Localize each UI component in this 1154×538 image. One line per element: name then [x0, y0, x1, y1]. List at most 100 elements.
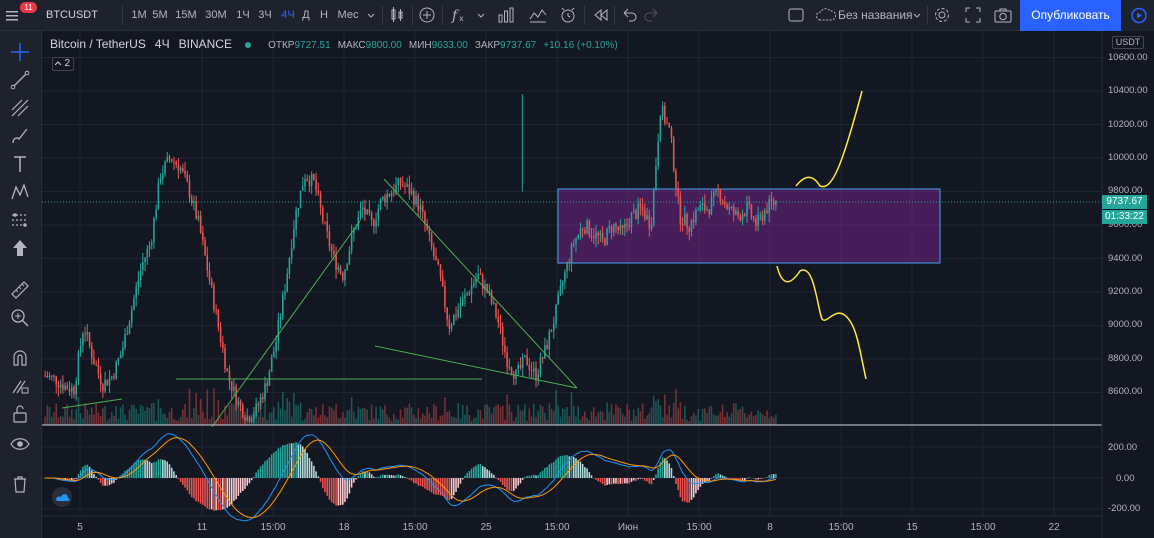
volume-bar	[632, 409, 635, 425]
interval-1d[interactable]: Д	[302, 9, 310, 21]
candles-style-icon[interactable]	[387, 5, 407, 25]
crosshair-icon[interactable]	[9, 41, 31, 63]
candle-body	[361, 207, 364, 210]
symbol-search[interactable]: BTCUSDT	[46, 9, 98, 21]
lock-drawings-icon[interactable]	[9, 375, 31, 397]
gear-icon[interactable]	[932, 5, 952, 25]
undo-icon[interactable]	[619, 5, 639, 25]
candle-body	[106, 379, 109, 386]
layout-dropdown-icon[interactable]	[912, 0, 922, 31]
macd-histogram-bar	[710, 478, 713, 479]
redo-icon[interactable]	[642, 5, 662, 25]
candle-body	[706, 209, 708, 211]
candle-body	[282, 294, 284, 317]
macd-histogram-bar	[473, 467, 475, 478]
pattern-icon[interactable]	[9, 181, 31, 203]
volume-bar	[119, 407, 122, 425]
macd-histogram-bar	[719, 474, 722, 478]
interval-dropdown-icon[interactable]	[366, 0, 376, 31]
interval-1mo[interactable]: Мес	[337, 9, 359, 21]
currency-label[interactable]: USDT	[1112, 36, 1144, 49]
zoom-icon[interactable]	[9, 307, 31, 329]
volume-bar	[548, 403, 551, 425]
volume-bar	[355, 418, 357, 425]
fullscreen-icon[interactable]	[963, 5, 983, 25]
volume-bar	[486, 404, 488, 425]
macd-histogram-bar	[204, 478, 206, 507]
interval-30m[interactable]: 30М	[205, 9, 227, 21]
macd-histogram-bar	[424, 478, 426, 489]
volume-bar	[64, 407, 66, 425]
price-chart[interactable]	[42, 31, 1154, 538]
macd-histogram-bar	[250, 478, 253, 481]
macd-histogram-bar	[519, 478, 522, 484]
eye-icon[interactable]	[9, 433, 31, 455]
interval-1w[interactable]: Н	[320, 9, 328, 21]
volume-bar	[93, 414, 95, 425]
volume-bar	[577, 406, 579, 425]
candle-body	[244, 417, 246, 421]
interval-1m[interactable]: 1М	[131, 9, 147, 21]
templates-icon[interactable]	[528, 5, 548, 25]
macd-histogram-bar	[259, 466, 262, 478]
compare-add-icon[interactable]	[417, 5, 437, 25]
candle-body	[739, 216, 742, 221]
candle-body	[679, 195, 682, 225]
volume-bar	[535, 417, 537, 425]
notification-badge[interactable]: 11	[20, 2, 37, 13]
candle-body	[541, 356, 544, 359]
magnet-icon[interactable]	[9, 347, 31, 369]
macd-histogram-bar	[166, 461, 169, 478]
candle-body	[166, 156, 169, 162]
trash-icon[interactable]	[9, 473, 31, 495]
indicator-count-toggle[interactable]: 2	[52, 57, 74, 71]
volume-bar	[148, 408, 151, 425]
candle-body	[504, 345, 506, 352]
volume-bar	[379, 406, 382, 425]
candle-body	[644, 209, 646, 220]
layout-select-icon[interactable]	[786, 5, 806, 25]
interval-4h[interactable]: 4Ч	[281, 9, 295, 21]
candle-body	[499, 322, 502, 327]
candle-body	[430, 234, 433, 247]
ruler-icon[interactable]	[9, 279, 31, 301]
candle-body	[324, 221, 326, 223]
financials-icon[interactable]	[496, 5, 516, 25]
macd-histogram-bar	[215, 478, 217, 511]
layout-name[interactable]: Без названия	[838, 8, 913, 22]
volume-bar	[353, 411, 355, 425]
arrow-up-icon[interactable]	[9, 237, 31, 259]
interval-15m[interactable]: 15М	[175, 9, 197, 21]
camera-icon[interactable]	[993, 5, 1013, 25]
interval-1h[interactable]: 1Ч	[236, 9, 250, 21]
macd-histogram-bar	[228, 478, 231, 507]
prediction-icon[interactable]	[9, 209, 31, 231]
time-label: 15:00	[402, 522, 428, 533]
interval-3h[interactable]: 3Ч	[258, 9, 272, 21]
macd-histogram-bar	[248, 478, 251, 484]
indicators-dropdown-icon[interactable]	[476, 0, 486, 31]
pitchfork-icon[interactable]	[9, 97, 31, 119]
macd-histogram-bar	[537, 474, 539, 478]
macd-histogram-bar	[361, 471, 364, 478]
candle-body	[535, 368, 537, 381]
lock-icon[interactable]	[9, 403, 31, 425]
macd-histogram-bar	[328, 478, 331, 500]
volume-bar	[528, 408, 531, 425]
publish-button[interactable]: Опубликовать	[1020, 0, 1121, 31]
candle-body	[210, 280, 213, 286]
interval-5m[interactable]: 5М	[152, 9, 168, 21]
play-panel-button[interactable]	[1124, 0, 1154, 31]
brush-icon[interactable]	[9, 125, 31, 147]
volume-bar	[439, 415, 442, 425]
menu-icon[interactable]	[6, 0, 18, 31]
alert-icon[interactable]	[558, 5, 578, 25]
macd-histogram-bar	[695, 478, 697, 494]
text-tool-icon[interactable]	[9, 153, 31, 175]
macd-histogram-bar	[397, 474, 400, 478]
legend-title[interactable]: Bitcoin / TetherUS	[50, 37, 146, 51]
replay-icon[interactable]	[590, 5, 610, 25]
trendline-icon[interactable]	[9, 69, 31, 91]
macd-histogram-bar	[635, 478, 637, 481]
